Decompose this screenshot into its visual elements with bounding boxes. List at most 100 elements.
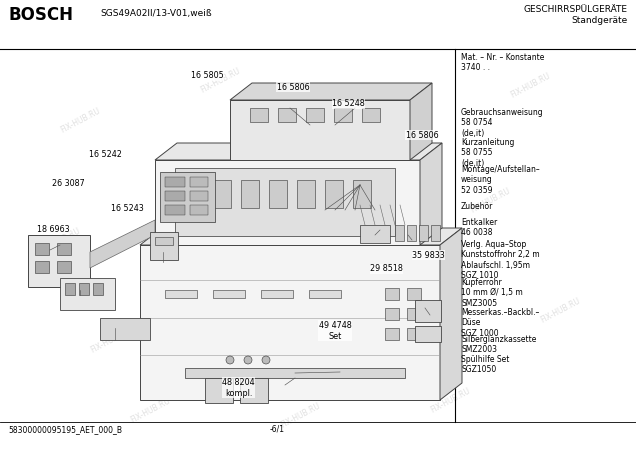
Bar — [175, 168, 395, 236]
Bar — [385, 308, 399, 320]
Bar — [35, 261, 49, 273]
Bar — [28, 235, 90, 287]
Text: 18 6963: 18 6963 — [37, 225, 69, 234]
Text: 16 5806: 16 5806 — [277, 83, 309, 92]
Bar — [297, 180, 315, 208]
Bar — [165, 177, 185, 187]
Polygon shape — [90, 220, 155, 268]
Bar — [407, 225, 416, 241]
Bar — [278, 108, 296, 122]
Bar — [57, 243, 71, 255]
Bar — [415, 326, 441, 342]
Text: Mat. – Nr. – Konstante
3740 . .: Mat. – Nr. – Konstante 3740 . . — [461, 53, 544, 72]
Polygon shape — [410, 83, 432, 160]
Bar — [334, 108, 352, 122]
Text: 16 5243: 16 5243 — [111, 204, 144, 213]
Text: Spülhilfe Set
SGZ1050: Spülhilfe Set SGZ1050 — [461, 355, 509, 374]
Bar — [385, 328, 399, 340]
Polygon shape — [440, 228, 462, 400]
Polygon shape — [230, 83, 432, 100]
Text: 35 9833: 35 9833 — [412, 251, 445, 260]
Bar — [160, 172, 215, 222]
Bar — [65, 283, 75, 295]
Bar — [150, 232, 178, 260]
Text: Standgeräte: Standgeräte — [572, 16, 628, 25]
Text: FIX-HUB.RU: FIX-HUB.RU — [238, 316, 282, 344]
Text: FIX-HUB.RU: FIX-HUB.RU — [469, 186, 511, 214]
Text: FIX-HUB.RU: FIX-HUB.RU — [349, 86, 392, 114]
Text: 26 3087: 26 3087 — [52, 179, 85, 188]
Text: 58300000095195_AET_000_B: 58300000095195_AET_000_B — [8, 425, 122, 434]
Bar — [240, 378, 268, 403]
Bar — [325, 180, 343, 208]
Bar — [57, 261, 71, 273]
Text: GESCHIRRSPÜLGERÄTE: GESCHIRRSPÜLGERÄTE — [524, 5, 628, 14]
Bar — [213, 180, 231, 208]
Text: Montage/Aufstellan–
weisung
52 0359: Montage/Aufstellan– weisung 52 0359 — [461, 165, 540, 195]
Text: 48 8204
kompl.: 48 8204 kompl. — [222, 378, 255, 398]
Bar — [93, 283, 103, 295]
Text: Silberglanzkassette
SMZ2003: Silberglanzkassette SMZ2003 — [461, 335, 536, 355]
Bar — [353, 180, 371, 208]
Bar — [309, 290, 341, 298]
Text: FIX-HUB.RU: FIX-HUB.RU — [539, 296, 581, 324]
Circle shape — [244, 356, 252, 364]
Polygon shape — [140, 245, 440, 400]
Bar — [165, 191, 185, 201]
Bar — [241, 180, 259, 208]
Bar — [190, 205, 208, 215]
Text: FIX-HUB.RU: FIX-HUB.RU — [179, 206, 221, 234]
Circle shape — [262, 356, 270, 364]
Bar — [213, 290, 245, 298]
Polygon shape — [140, 228, 462, 245]
Circle shape — [226, 356, 234, 364]
Bar — [419, 225, 428, 241]
Text: Kupferrohr
10 mm Ø/ 1,5 m
SMZ3005: Kupferrohr 10 mm Ø/ 1,5 m SMZ3005 — [461, 278, 523, 308]
Bar — [385, 288, 399, 300]
Bar — [190, 177, 208, 187]
Bar — [165, 205, 185, 215]
Bar — [79, 283, 89, 295]
Text: FIX-HUB.RU: FIX-HUB.RU — [378, 356, 422, 384]
Bar — [100, 318, 150, 340]
Text: FIX-HUB.RU: FIX-HUB.RU — [59, 106, 102, 134]
Text: FIX-HUB.RU: FIX-HUB.RU — [128, 396, 172, 424]
Bar — [250, 108, 268, 122]
Text: 16 5242: 16 5242 — [89, 150, 122, 159]
Bar — [415, 300, 441, 322]
Text: FIX-HUB.RU: FIX-HUB.RU — [198, 66, 242, 94]
Bar — [185, 180, 203, 208]
Text: 16 5806: 16 5806 — [406, 130, 438, 140]
Text: 16 5248: 16 5248 — [332, 99, 364, 108]
Text: FIX-HUB.RU: FIX-HUB.RU — [88, 326, 132, 354]
Bar — [407, 288, 421, 300]
Bar — [60, 278, 115, 310]
Bar — [269, 180, 287, 208]
Text: BOSCH: BOSCH — [8, 6, 73, 24]
Polygon shape — [155, 160, 420, 245]
Text: Zubehör: Zubehör — [461, 202, 494, 211]
Text: Gebrauchsanweisung
58 0754
(de,it): Gebrauchsanweisung 58 0754 (de,it) — [461, 108, 544, 138]
Text: FIX-HUB.RU: FIX-HUB.RU — [509, 71, 551, 99]
Bar — [360, 225, 390, 243]
Bar — [431, 225, 440, 241]
Bar — [35, 243, 49, 255]
Bar — [306, 108, 324, 122]
Bar — [190, 191, 208, 201]
Text: Entkalker
46 0038: Entkalker 46 0038 — [461, 218, 497, 238]
Text: Verlg. Aqua–Stop
Kunststoffrohr 2,2 m
Ablaufschl. 1,95m
SGZ 1010: Verlg. Aqua–Stop Kunststoffrohr 2,2 m Ab… — [461, 240, 539, 280]
Bar — [407, 308, 421, 320]
Text: 49 4748
Set: 49 4748 Set — [319, 321, 352, 341]
Bar — [362, 108, 380, 122]
Bar — [205, 378, 233, 403]
Bar — [185, 368, 405, 378]
Bar — [165, 290, 197, 298]
Text: FIX-HUB.RU: FIX-HUB.RU — [308, 246, 352, 274]
Bar — [155, 237, 173, 245]
Polygon shape — [420, 143, 442, 245]
Polygon shape — [155, 143, 442, 160]
Text: Messerkas.–Backbl.–
Düse
SGZ 1000: Messerkas.–Backbl.– Düse SGZ 1000 — [461, 308, 539, 338]
Text: FIX-HUB.RU: FIX-HUB.RU — [429, 386, 471, 414]
Bar — [261, 290, 293, 298]
Text: Kurzanleitung
58 0755
(de,it): Kurzanleitung 58 0755 (de,it) — [461, 138, 515, 168]
